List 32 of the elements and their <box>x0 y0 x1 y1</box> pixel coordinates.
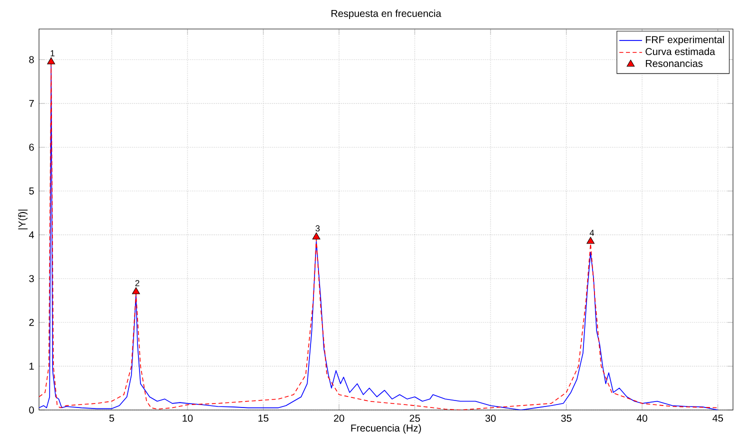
x-tick-label: 5 <box>109 414 114 422</box>
y-tick-label: 0 <box>29 406 34 414</box>
annotation: 1 <box>50 50 54 56</box>
x-tick-label: 15 <box>258 414 268 422</box>
x-tick-label: 30 <box>485 414 496 422</box>
y-tick-label: 5 <box>29 188 34 195</box>
y-tick-label: 2 <box>29 318 34 326</box>
y-tick-label: 3 <box>29 275 34 282</box>
x-tick-label: 35 <box>561 414 572 422</box>
chart-title: Respuesta en frecuencia <box>332 10 442 19</box>
y-tick-label: 4 <box>28 231 34 238</box>
point <box>47 57 56 64</box>
x-tick-label: 20 <box>334 414 344 422</box>
x-tick-label: 25 <box>410 414 420 422</box>
legend-label: FRF experimental <box>646 36 724 46</box>
x-tick-label: 10 <box>182 414 193 422</box>
point <box>132 287 140 294</box>
y-tick-label: 6 <box>29 144 34 151</box>
x-axis-title: Frecuencia (Hz) <box>351 424 421 434</box>
annotation: 3 <box>316 225 320 232</box>
point <box>312 232 320 240</box>
legend-label: Resonancias <box>646 60 703 68</box>
annotation: 4 <box>590 230 594 236</box>
point <box>586 236 595 244</box>
y-axis-title: |Y(f)| <box>18 210 28 230</box>
x-tick-label: 45 <box>712 414 723 422</box>
x-tick-label: 40 <box>636 414 648 422</box>
y-tick-label: 7 <box>29 100 34 107</box>
y-tick-label: 8 <box>29 56 34 64</box>
annotation: 2 <box>135 280 140 286</box>
legend-label: Curva estimada <box>646 48 716 56</box>
y-tick-label: 1 <box>29 362 34 370</box>
